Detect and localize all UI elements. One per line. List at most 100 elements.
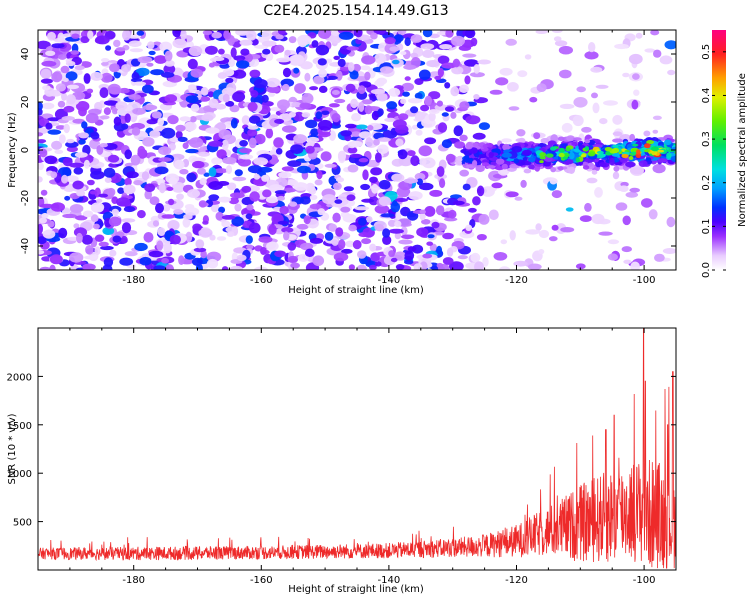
heatmap-cell [457,255,468,260]
heatmap-cell [222,93,230,103]
heatmap-cell [400,226,408,236]
heatmap-cell [369,176,378,183]
heatmap-cell [369,264,377,270]
y-tick-label: 2000 [7,372,32,383]
heatmap-cell [202,30,213,36]
heatmap-cell [505,191,519,198]
heatmap-cell [83,159,90,169]
heatmap-cell [121,64,132,73]
heatmap-cell [187,58,198,70]
heatmap-cell [192,160,205,169]
heatmap-cell [437,122,448,133]
heatmap-cell [164,94,178,103]
heatmap-cell [414,172,426,181]
colorbar: 0.0 0.1 0.2 0.3 0.4 0.5 Normalized spectral a… [701,30,748,278]
heatmap-cell [191,157,206,162]
heatmap-cell [180,30,187,41]
heatmap-cell [629,133,636,142]
heatmap-cell [437,55,450,65]
heatmap-cell [459,134,468,142]
heatmap-cell [364,71,371,81]
heatmap-cell [318,131,331,138]
heatmap-cell [159,41,173,52]
heatmap-cell [66,138,75,144]
heatmap-cell [241,185,252,193]
heatmap-cell [73,223,80,229]
heatmap-cell [410,34,423,43]
heatmap-cell [568,152,575,160]
heatmap-cell [631,99,639,110]
heatmap-cell [117,187,125,194]
heatmap-cell [402,91,410,97]
heatmap-cell [524,54,532,60]
heatmap-cell [513,158,520,164]
heatmap-cell [629,187,640,193]
heatmap-cell [202,220,209,225]
heatmap-cell [495,77,509,86]
heatmap-cell [468,207,477,213]
heatmap-cell [437,67,444,78]
heatmap-cell [96,144,104,155]
colorbar-tick-label: 0.2 [701,175,712,191]
heatmap-cell [451,35,465,47]
heatmap-cell [166,186,174,191]
heatmap-cell [64,195,71,201]
heatmap-cell [94,101,103,111]
heatmap-cell [179,116,191,122]
heatmap-cell [305,182,315,193]
heatmap-cell [536,83,547,92]
heatmap-cell [230,47,237,58]
heatmap-cell [436,262,444,269]
heatmap-cell [47,31,56,41]
heatmap-cell [621,153,629,159]
heatmap-cell [123,206,136,213]
heatmap-cell [549,236,558,242]
heatmap-cell [374,261,382,267]
heatmap-cell [451,66,464,75]
heatmap-cell [149,196,160,206]
heatmap-cell [476,234,487,241]
heatmap-cell [42,85,51,91]
heatmap-cell [84,255,98,260]
heatmap-cell [621,246,632,253]
heatmap-cell [65,71,78,81]
heatmap-cell [434,75,442,81]
y-tick-label: 20 [20,96,31,109]
heatmap-cell [151,111,162,119]
heatmap-cell [550,167,557,173]
heatmap-cell [426,60,440,68]
heatmap-cell [190,68,203,78]
heatmap-cell [398,113,409,121]
heatmap-cell [333,252,349,262]
heatmap-cell [342,213,357,223]
heatmap-cell [598,231,613,236]
heatmap-cell [444,82,451,89]
heatmap-cell [612,138,623,143]
heatmap-cell [304,248,315,257]
heatmap-cell [367,125,374,131]
heatmap-cell [246,244,254,250]
heatmap-cell [539,156,546,160]
heatmap-cell [462,53,477,58]
heatmap-cell [108,86,122,95]
heatmap-cell [277,30,286,35]
heatmap-cell [188,45,203,57]
heatmap-cell [262,189,272,198]
heatmap-cell [539,152,547,158]
heatmap-cell [318,30,332,39]
heatmap-panel: -180 -160 -140 -120 -100 -40 -20 0 20 40 Height … [7,29,677,296]
heatmap-cell [115,47,126,52]
heatmap-cell [388,250,395,258]
heatmap-cell [383,255,396,266]
heatmap-cell [667,69,676,76]
heatmap-cell [60,65,70,74]
heatmap-cell [229,104,240,113]
heatmap-cell [572,115,584,127]
heatmap-cell [41,60,57,67]
heatmap-cell [182,142,189,149]
heatmap-cell [441,62,456,69]
heatmap-cell [397,149,408,160]
heatmap-cell [104,177,112,183]
heatmap-cell [63,105,75,113]
